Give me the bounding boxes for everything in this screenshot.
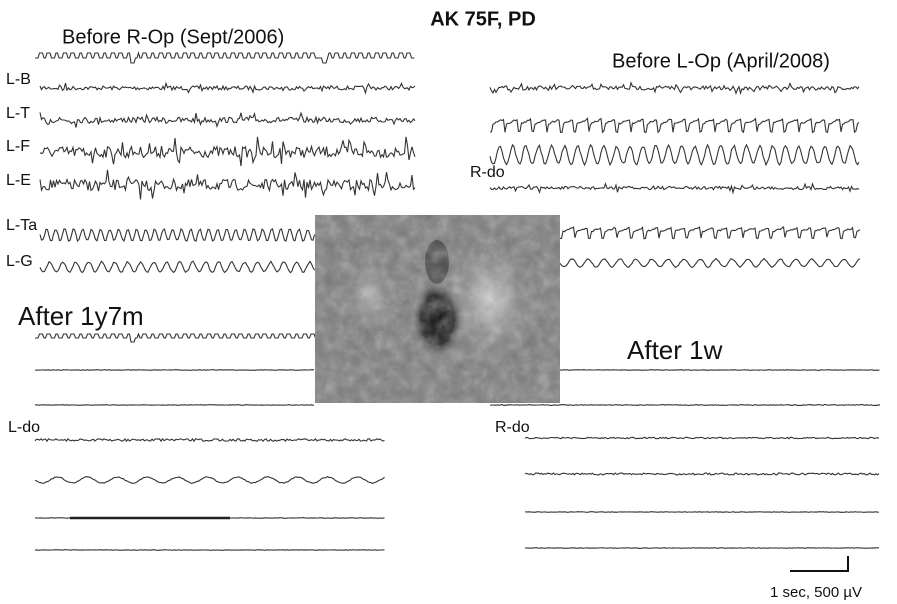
- emg-trace: [40, 137, 415, 166]
- image-texture: [315, 215, 560, 403]
- emg-trace: [35, 370, 314, 371]
- emg-trace: [560, 259, 860, 268]
- channel-label: L-Ta: [6, 217, 37, 234]
- emg-trace: [35, 550, 385, 551]
- emg-trace: [525, 473, 879, 475]
- emg-trace: [35, 405, 314, 406]
- emg-trace: [40, 112, 415, 127]
- emg-trace: [525, 512, 879, 513]
- emg-trace: [490, 184, 859, 193]
- scale-label: 1 sec, 500 µV: [770, 584, 862, 601]
- channel-label: L-B: [6, 71, 31, 88]
- emg-trace: [40, 229, 315, 241]
- panel-label: Before L-Op (April/2008): [612, 50, 830, 72]
- figure-title: AK 75F, PD: [430, 8, 536, 30]
- emg-trace: [35, 477, 385, 484]
- channel-label: R-do: [470, 164, 505, 181]
- emg-trace: [35, 53, 415, 63]
- emg-trace: [525, 437, 879, 438]
- channel-label: L-do: [8, 419, 40, 436]
- panel-label: Before R-Op (Sept/2006): [62, 26, 284, 48]
- emg-trace: [40, 170, 415, 200]
- emg-trace: [525, 548, 879, 549]
- mri-image: [315, 215, 560, 403]
- channel-label: R-do: [495, 419, 530, 436]
- emg-trace: [490, 83, 859, 93]
- panel-label: After 1w: [627, 335, 723, 365]
- emg-trace: [40, 261, 315, 272]
- emg-trace: [490, 145, 859, 165]
- channel-label: L-T: [6, 105, 30, 122]
- panel-label: After 1y7m: [18, 301, 144, 331]
- emg-trace: [560, 227, 860, 239]
- channel-label: L-E: [6, 172, 31, 189]
- emg-trace: [40, 83, 415, 93]
- emg-trace: [490, 405, 880, 406]
- channel-label: L-G: [6, 253, 33, 270]
- channel-label: L-F: [6, 138, 30, 155]
- emg-trace: [35, 439, 385, 441]
- emg-trace: [490, 118, 859, 132]
- emg-trace: [560, 370, 880, 371]
